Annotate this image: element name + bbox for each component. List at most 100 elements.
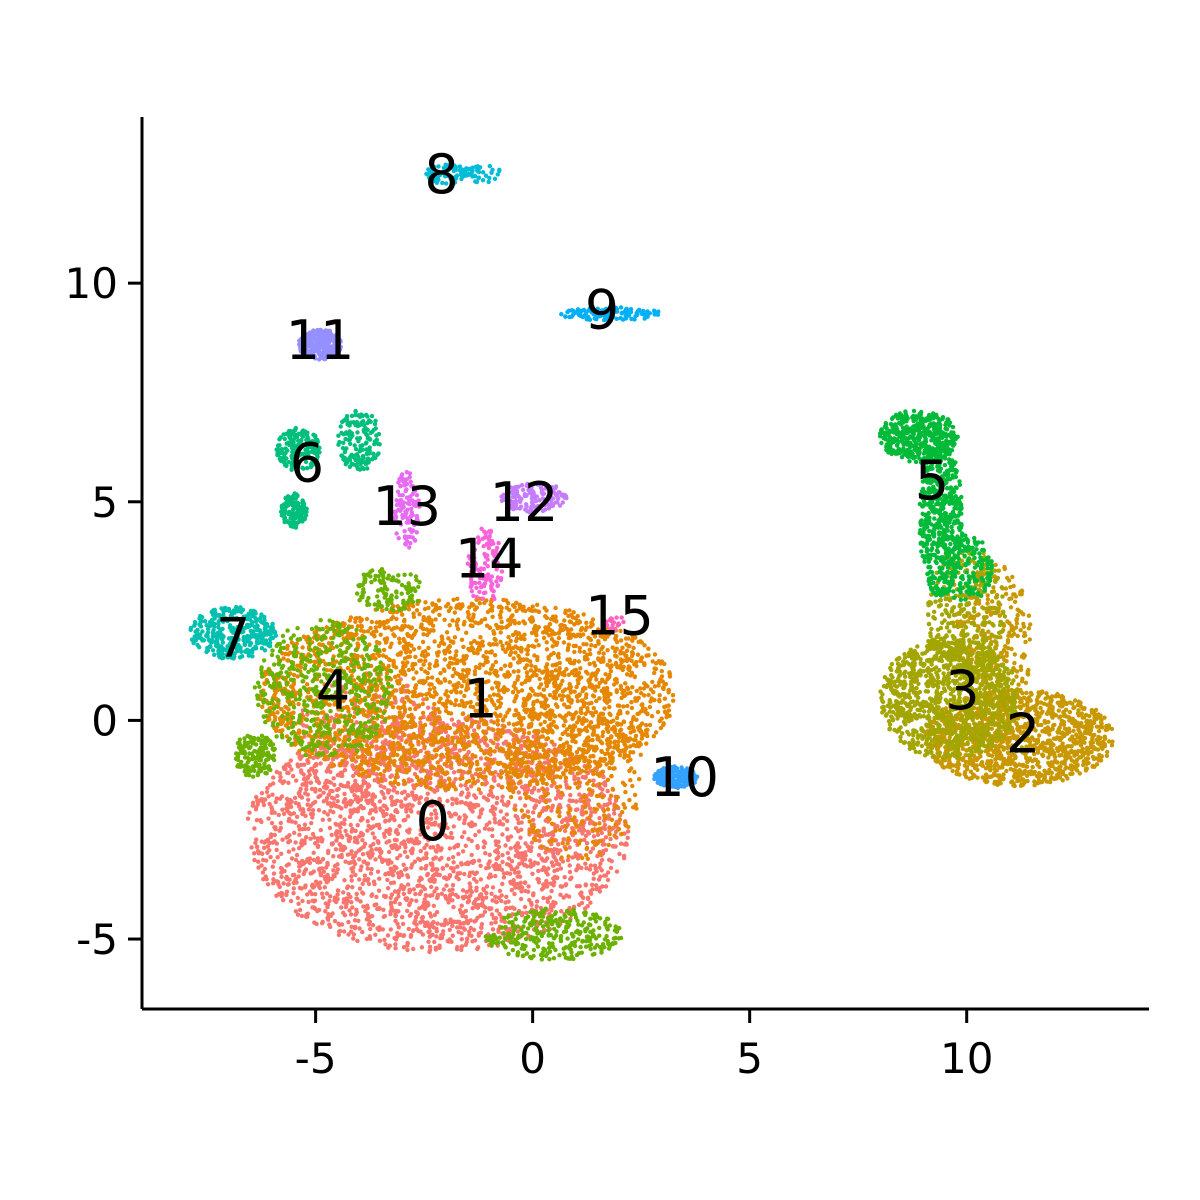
cluster-point (378, 632, 383, 637)
cluster-point (462, 754, 467, 760)
cluster-point (359, 624, 364, 629)
cluster-point (407, 887, 412, 892)
cluster-point (357, 772, 362, 778)
cluster-point (273, 799, 278, 805)
cluster-point (452, 919, 457, 924)
cluster-point (328, 788, 333, 794)
cluster-point (383, 894, 388, 899)
cluster-point (348, 822, 353, 828)
cluster-point (319, 891, 325, 896)
cluster-point (549, 669, 555, 675)
cluster-point (298, 756, 303, 761)
cluster-point (511, 669, 516, 674)
cluster-point (494, 856, 499, 862)
cluster-point (435, 892, 441, 898)
cluster-point (458, 792, 464, 797)
cluster-point (375, 869, 381, 874)
cluster-point (541, 826, 546, 831)
cluster-point (279, 851, 284, 856)
cluster-point (332, 782, 337, 787)
cluster-point (498, 630, 503, 635)
cluster-point (482, 909, 488, 915)
cluster-point (577, 884, 582, 889)
cluster-point (428, 914, 434, 919)
cluster-point (647, 704, 653, 710)
cluster-point (500, 784, 505, 790)
cluster-point (369, 866, 374, 872)
cluster-point (304, 835, 309, 840)
cluster-point (277, 828, 282, 833)
cluster-point (368, 926, 373, 932)
cluster-point (487, 641, 492, 647)
cluster-point (418, 848, 423, 854)
cluster-point (324, 778, 329, 783)
cluster-point (439, 922, 444, 927)
cluster-point (458, 800, 463, 805)
cluster-point (522, 880, 528, 885)
cluster-point (407, 654, 412, 659)
cluster-point (434, 660, 439, 666)
cluster-point (592, 863, 598, 868)
cluster-point (602, 822, 608, 828)
cluster-point (408, 932, 414, 938)
cluster-point (431, 879, 437, 884)
cluster-point (530, 758, 535, 764)
cluster-point (386, 871, 391, 876)
cluster-point (353, 912, 358, 917)
cluster-point (357, 877, 362, 882)
cluster-point (381, 831, 387, 836)
cluster-point (455, 843, 460, 849)
cluster-point (340, 759, 345, 764)
cluster-point (591, 871, 596, 876)
cluster-point (380, 859, 385, 864)
cluster-point (563, 779, 568, 784)
cluster-point (562, 828, 568, 834)
cluster-point (496, 844, 502, 849)
cluster-point (577, 792, 582, 797)
cluster-point (396, 925, 401, 930)
cluster-point (659, 716, 664, 721)
cluster-point (531, 778, 536, 783)
cluster-point (618, 649, 623, 654)
cluster-point (455, 596, 460, 601)
cluster-point (373, 625, 378, 630)
cluster-point (346, 932, 351, 937)
cluster-point (505, 850, 510, 856)
cluster-point (490, 771, 495, 776)
cluster-point (331, 810, 336, 815)
cluster-point (457, 748, 463, 753)
cluster-point (302, 762, 307, 767)
cluster-point (353, 828, 358, 834)
cluster-point (503, 649, 508, 654)
cluster-point (595, 832, 601, 837)
cluster-point (402, 638, 407, 644)
cluster-point (407, 913, 413, 918)
cluster-point (563, 883, 568, 888)
cluster-point (420, 639, 426, 645)
cluster-point (458, 739, 463, 744)
cluster-point (671, 698, 676, 703)
cluster-point (480, 781, 485, 787)
cluster-point (653, 730, 659, 735)
cluster-point (314, 776, 320, 781)
cluster-point (573, 643, 578, 649)
cluster-point (575, 856, 581, 861)
cluster-point (455, 864, 460, 869)
cluster-point (400, 921, 406, 927)
cluster-point (503, 907, 508, 912)
cluster-point (421, 632, 426, 637)
cluster-point (399, 755, 404, 760)
cluster-point (365, 851, 370, 856)
cluster-point (436, 643, 442, 649)
cluster-point (576, 776, 581, 781)
cluster-point (296, 860, 302, 865)
cluster-point (269, 805, 274, 810)
cluster-point (490, 927, 496, 932)
cluster-point (497, 912, 502, 917)
cluster-point (458, 768, 463, 774)
cluster-point (421, 762, 426, 767)
cluster-point (286, 862, 291, 867)
cluster-point (490, 794, 496, 799)
cluster-point (334, 804, 339, 809)
cluster-point (526, 606, 532, 612)
